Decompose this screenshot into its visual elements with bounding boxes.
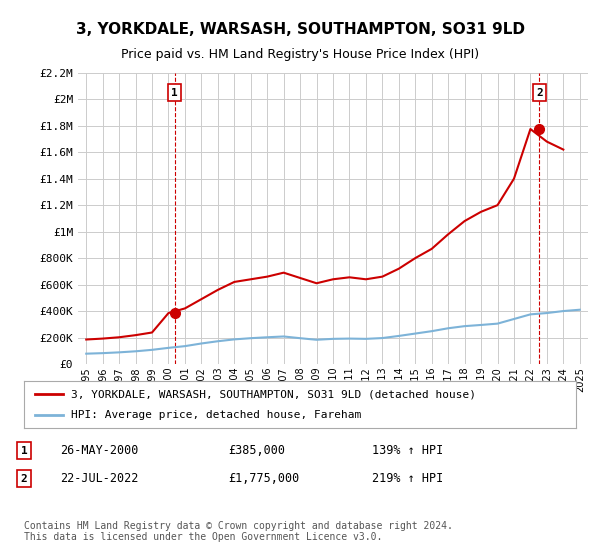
Text: Price paid vs. HM Land Registry's House Price Index (HPI): Price paid vs. HM Land Registry's House …: [121, 48, 479, 60]
Text: 2: 2: [536, 88, 543, 97]
Text: HPI: Average price, detached house, Fareham: HPI: Average price, detached house, Fare…: [71, 410, 361, 420]
Text: 1: 1: [20, 446, 28, 456]
Text: £385,000: £385,000: [228, 444, 285, 458]
Text: £1,775,000: £1,775,000: [228, 472, 299, 486]
Text: 2: 2: [20, 474, 28, 484]
Text: 1: 1: [172, 88, 178, 97]
Text: 139% ↑ HPI: 139% ↑ HPI: [372, 444, 443, 458]
Text: Contains HM Land Registry data © Crown copyright and database right 2024.
This d: Contains HM Land Registry data © Crown c…: [24, 521, 453, 543]
Text: 3, YORKDALE, WARSASH, SOUTHAMPTON, SO31 9LD: 3, YORKDALE, WARSASH, SOUTHAMPTON, SO31 …: [76, 22, 524, 38]
Text: 26-MAY-2000: 26-MAY-2000: [60, 444, 139, 458]
Text: 3, YORKDALE, WARSASH, SOUTHAMPTON, SO31 9LD (detached house): 3, YORKDALE, WARSASH, SOUTHAMPTON, SO31 …: [71, 389, 476, 399]
Text: 219% ↑ HPI: 219% ↑ HPI: [372, 472, 443, 486]
Text: 22-JUL-2022: 22-JUL-2022: [60, 472, 139, 486]
